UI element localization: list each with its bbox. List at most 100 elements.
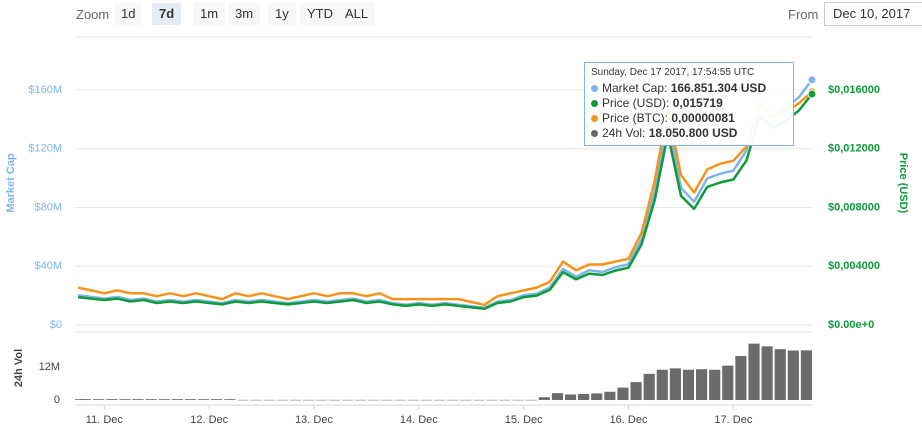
y2-tick-label: $0.00e+0 [828,319,874,331]
volume-bar [368,399,380,401]
volume-bar [630,382,642,400]
tooltip-value: 18.050.800 USD [648,126,738,140]
y-axis-title: 24h Vol [13,349,25,387]
y2-axis-title: Price (USD) [897,153,909,214]
tooltip: Sunday, Dec 17 2017, 17:54:55 UTC Market… [584,62,794,146]
volume-bar [355,399,367,401]
x-tick-label: 14. Dec [400,414,438,426]
volume-bar [145,399,157,400]
tooltip-value: 166.851.304 USD [670,81,767,95]
tooltip-row: Price (BTC): 0,00000081 [591,111,787,126]
volume-bar [473,399,485,401]
volume-bar [224,399,236,400]
volume-bar [460,399,472,401]
tooltip-title: Sunday, Dec 17 2017, 17:54:55 UTC [591,67,755,78]
volume-bar [119,399,131,400]
y-tick-label: $80M [34,201,62,213]
volume-bar [591,393,603,400]
volume-bar [643,373,655,400]
tooltip-value: 0,015719 [672,96,723,110]
volume-bar [656,369,668,400]
volume-bar [709,369,721,400]
volume-bar [787,350,799,400]
volume-bar [525,399,537,401]
volume-bar [250,399,262,401]
volume-bar [696,369,708,400]
tooltip-dot [591,130,598,137]
x-tick-label: 13. Dec [295,414,333,426]
y-tick-label: $120M [28,143,62,155]
from-date-input[interactable]: Dec 10, 2017 [824,2,922,26]
zoom-button[interactable]: 1d [114,3,143,25]
volume-bar [289,399,301,401]
tooltip-row: Price (USD): 0,015719 [591,96,787,111]
volume-bar [538,397,550,400]
zoom-label: Zoom [76,7,110,22]
zoom-button[interactable]: 1y [268,3,296,25]
volume-bar [198,399,210,400]
volume-bar [420,399,432,401]
tooltip-row: Market Cap: 166.851.304 USD [591,81,787,96]
zoom-button[interactable]: 3m [228,3,261,25]
y-tick-label: 12M [39,361,60,373]
volume-bar [578,393,590,400]
toolbar: Zoom 1d 7d 1m 3m 1y YTD ALL From Dec 10, 2017 [0,0,922,30]
volume-bar [447,399,459,401]
volume-bar [800,350,812,400]
y2-tick-label: $0,004000 [828,260,880,272]
series-line [77,90,813,307]
y2-tick-label: $0,008000 [828,201,880,213]
zoom-button[interactable]: ALL [338,3,376,25]
volume-bar [486,399,498,401]
zoom-button[interactable]: 7d [152,3,182,25]
y2-tick-label: $0,016000 [828,84,880,96]
tooltip-dot [591,100,598,107]
from-label: From [788,7,819,22]
volume-bar [211,399,223,400]
x-tick-label: 16. Dec [610,414,648,426]
volume-bar [669,368,681,400]
volume-bar [564,394,577,400]
tooltip-label: Market Cap: [602,81,668,95]
volume-bar [394,399,406,401]
x-tick-label: 15. Dec [505,414,543,426]
volume-bar [551,393,564,400]
tooltip-row: 24h Vol: 18.050.800 USD [591,126,787,141]
y-tick-label: $0 [50,319,62,331]
volume-bar [617,387,629,400]
volume-bar [407,399,419,401]
volume-bar [342,399,354,401]
tooltip-dot [591,115,598,122]
volume-bar [263,399,275,401]
x-tick-label: 17. Dec [714,414,752,426]
hover-marker [807,75,817,85]
tooltip-label: Price (USD): [602,96,670,110]
volume-bar [761,346,773,400]
hover-marker [807,89,817,99]
zoom-button[interactable]: YTD [300,3,340,25]
zoom-button[interactable]: 1m [193,3,226,25]
y-tick-label: $40M [34,260,62,272]
volume-bar [80,399,92,400]
volume-bar [722,365,734,400]
y-tick-label: $160M [28,84,62,96]
volume-bar [171,399,183,400]
tooltip-value: 0,00000081 [671,111,735,125]
volume-bar [604,391,616,400]
volume-bar [682,369,695,400]
volume-bar [329,399,341,401]
volume-bar [184,399,197,400]
series-line [77,93,813,311]
volume-bar [132,399,144,400]
y-axis-title: Market Cap [5,153,17,213]
volume-bar [512,399,524,401]
volume-bar [315,399,328,401]
volume-bar [237,399,249,401]
volume-bar [106,399,118,400]
volume-bar [276,399,288,401]
y-tick-label: 0 [54,394,60,406]
volume-bar [158,399,170,400]
volume-bar [93,399,105,400]
